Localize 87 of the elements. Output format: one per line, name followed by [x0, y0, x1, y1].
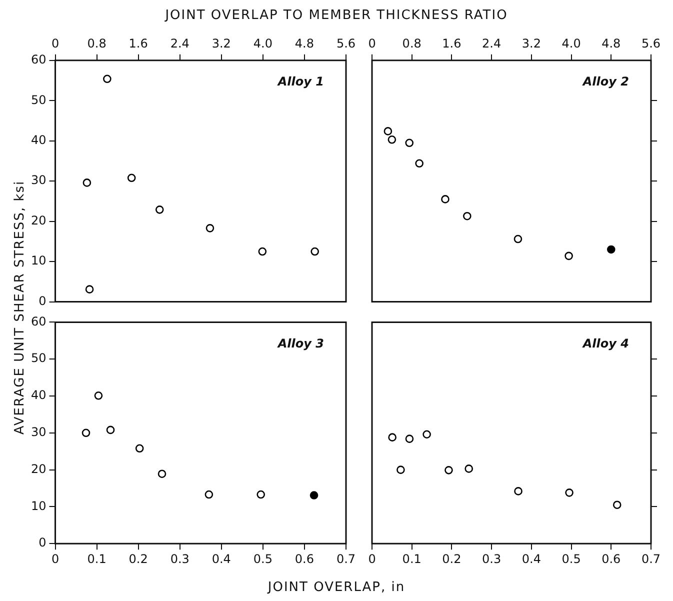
x-tick-label: 0.3 [482, 552, 502, 566]
point [127, 174, 136, 182]
annotation: Alloy 4 [582, 336, 629, 350]
x-tick-label: 0 [368, 552, 376, 566]
x-tick-label: 5.6 [641, 36, 661, 50]
point [514, 234, 522, 244]
x-tick-label: 0 [51, 552, 60, 566]
point [204, 490, 214, 499]
x-tick-label: 0.1 [87, 552, 106, 566]
y-tick-label: 30 [30, 173, 46, 188]
y-tick-label: 20 [30, 213, 46, 228]
x-tick-label: 0.2 [128, 552, 148, 566]
point [405, 434, 414, 443]
point [565, 488, 574, 497]
point [388, 433, 396, 442]
point [310, 491, 318, 500]
point [514, 487, 522, 496]
point [158, 470, 166, 478]
point [206, 224, 214, 232]
point [384, 127, 392, 136]
point [464, 464, 474, 473]
y-tick-label: 0 [38, 294, 46, 308]
x-tick-label: 5.6 [336, 36, 356, 50]
x-tick-label: 0 [51, 36, 60, 50]
x-tick-label: 2.4 [170, 36, 190, 50]
point [135, 444, 144, 453]
point [444, 466, 453, 474]
point [106, 426, 115, 434]
x-tick-label: 0.8 [402, 36, 422, 50]
point [441, 195, 450, 204]
x-tick-label: 3.2 [212, 36, 231, 50]
x-tick-label: 4.0 [562, 36, 581, 50]
point [612, 500, 622, 510]
x-tick-label: 0.4 [522, 552, 541, 566]
point [82, 178, 92, 187]
x-tick-label: 0.6 [294, 552, 314, 566]
x-tick-label: 0.3 [170, 552, 190, 566]
y-tick-label: 10 [30, 254, 46, 268]
point [388, 136, 396, 144]
x-tick-label: 1.6 [128, 36, 148, 50]
x-tick-label: 0.6 [602, 552, 621, 566]
annotation: Alloy 2 [582, 74, 629, 89]
point [396, 466, 405, 474]
x-tick-label: 4.8 [294, 36, 314, 50]
x-tick-label: 0.2 [442, 552, 462, 566]
x-tick-label: 1.6 [442, 36, 462, 50]
y-tick-label: 30 [30, 425, 46, 440]
x2-axis-title: JOINT OVERLAP TO MEMBER THICKNESS RATIO [164, 8, 509, 23]
y-tick-label: 20 [30, 462, 46, 476]
point [606, 245, 616, 254]
x-tick-label: 4.0 [253, 36, 272, 50]
point [82, 428, 90, 438]
point [258, 247, 267, 256]
y-tick-label: 60 [30, 52, 46, 67]
x-tick-label: 0.7 [641, 552, 661, 566]
x-tick-label: 3.2 [522, 36, 541, 50]
point [564, 252, 573, 260]
y-tick-label: 50 [30, 92, 46, 107]
y-tick-label: 40 [30, 388, 46, 402]
x-tick-label: 0.4 [212, 552, 231, 566]
y-tick-label: 50 [30, 351, 46, 366]
point [463, 212, 472, 220]
point [94, 391, 103, 400]
point [422, 430, 431, 439]
y-axis-title: AVERAGE UNIT SHEAR STRESS, ksi [12, 179, 28, 437]
x-tick-label: 0.8 [87, 36, 106, 50]
x-tick-label: 0 [368, 36, 376, 50]
point [256, 490, 266, 499]
x-tick-label: 0.1 [402, 552, 422, 566]
y-tick-label: 60 [30, 314, 46, 328]
y-tick-label: 10 [30, 498, 46, 513]
x-axis-title: JOINT OVERLAP, in [266, 580, 406, 595]
annotation: Alloy 3 [276, 336, 324, 350]
y-tick-label: 0 [38, 536, 46, 550]
point [405, 138, 414, 148]
y-tick-label: 40 [30, 132, 46, 147]
point [85, 285, 94, 294]
annotation: Alloy 1 [276, 74, 324, 89]
x-tick-label: 0.5 [253, 552, 272, 566]
x-tick-label: 2.4 [482, 36, 502, 50]
point [155, 206, 164, 214]
point [103, 74, 112, 84]
point [415, 159, 424, 168]
x-tick-label: 0.7 [336, 552, 356, 566]
point [310, 247, 319, 256]
x-tick-label: 4.8 [602, 36, 621, 50]
x-tick-label: 0.5 [562, 552, 581, 566]
